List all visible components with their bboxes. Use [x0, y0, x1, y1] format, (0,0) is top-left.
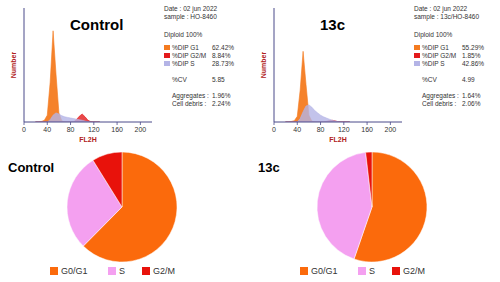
note-value: 2.24%: [212, 100, 231, 107]
x-tick: [140, 122, 141, 125]
x-tick: [367, 122, 368, 125]
pie-slice: [366, 152, 372, 207]
legend-swatch: [414, 45, 420, 50]
y-axis: [24, 8, 25, 122]
y-axis-label: Number: [260, 52, 267, 79]
x-tick-label: 0: [22, 126, 26, 133]
y-axis-label: Number: [10, 52, 17, 79]
info-text: Diploid 100%: [164, 31, 203, 39]
info-text: Date : 02 jun 2022: [164, 5, 218, 13]
x-axis: [274, 122, 402, 123]
y-axis: [274, 8, 275, 122]
x-tick-label: 0: [272, 126, 276, 133]
stat-value: 42.86%: [462, 60, 484, 67]
plot-area: [286, 51, 350, 122]
legend-label: S: [119, 266, 125, 276]
x-tick-label: 200: [385, 126, 397, 133]
legend-label: %DIP S: [422, 60, 445, 67]
panel-title: 13c: [320, 16, 345, 33]
x-tick-label: 40: [43, 126, 51, 133]
legend-label: G0/G1: [61, 266, 88, 276]
pie-title: Control: [8, 160, 54, 175]
panel-title: Control: [70, 16, 123, 33]
info-text: sample : HO-8460: [164, 13, 217, 21]
note-label: Cell debris :: [422, 100, 457, 107]
legend-label: %DIP G1: [422, 44, 449, 51]
background: [0, 0, 500, 282]
x-tick-label: 40: [293, 126, 301, 133]
histogram-panel: 0 40 80 120 160 200 FL2H Number 13c Date : 02 jun…: [260, 5, 484, 143]
legend-swatch: [164, 61, 170, 66]
x-tick-label: 160: [361, 126, 373, 133]
note-label: Aggregates :: [172, 92, 209, 100]
note-label: %CV: [172, 76, 187, 83]
pie-title: 13c: [258, 160, 280, 175]
note-value: 1.96%: [212, 92, 231, 99]
note-label: Aggregates :: [422, 92, 459, 100]
x-tick-label: 120: [88, 126, 100, 133]
note-value: 1.64%: [462, 92, 481, 99]
x-tick: [24, 122, 25, 125]
info-text: sample : 13c/HO-8460: [414, 13, 479, 21]
pie-panel: 13c G0/G1 S G2/M: [258, 152, 427, 276]
x-axis-label: FL2H: [79, 136, 97, 143]
legend-label: G2/M: [403, 266, 425, 276]
histogram-panel: 0 40 80 120 160 200 FL2H Number Control Date : 02…: [10, 5, 234, 143]
stat-value: 8.84%: [212, 52, 231, 59]
plot-area: [36, 31, 100, 122]
pie-panel: Control G0/G1 S G2/M: [8, 152, 177, 276]
legend-label: %DIP G1: [172, 44, 199, 51]
note-label: %CV: [422, 76, 437, 83]
x-tick: [70, 122, 71, 125]
legend-swatch: [164, 45, 170, 50]
x-tick: [343, 122, 344, 125]
legend-swatch: [50, 267, 58, 275]
x-tick-label: 80: [317, 126, 325, 133]
histogram-area: [36, 31, 100, 122]
info-text: Diploid 100%: [414, 31, 453, 39]
legend-label: S: [369, 266, 375, 276]
stat-value: 1.85%: [462, 52, 481, 59]
legend-swatch: [414, 53, 420, 58]
x-tick: [274, 122, 275, 125]
stat-value: 62.42%: [212, 44, 234, 51]
stat-value: 28.73%: [212, 60, 234, 67]
figure: 0 40 80 120 160 200 FL2H Number Control Date : 02…: [0, 0, 500, 282]
x-tick-label: 120: [338, 126, 350, 133]
x-tick: [390, 122, 391, 125]
note-value: 4.99: [462, 76, 475, 83]
legend-swatch: [164, 53, 170, 58]
legend-label: %DIP G2/M: [422, 52, 456, 59]
legend-swatch: [108, 267, 116, 275]
legend-label: %DIP G2/M: [172, 52, 206, 59]
x-tick: [117, 122, 118, 125]
legend-swatch: [142, 267, 150, 275]
legend-swatch: [358, 267, 366, 275]
stat-value: 55.29%: [462, 44, 484, 51]
x-tick: [297, 122, 298, 125]
x-tick-label: 200: [135, 126, 147, 133]
histogram-area: [286, 105, 350, 122]
x-tick-label: 80: [67, 126, 75, 133]
x-tick: [320, 122, 321, 125]
note-value: 2.06%: [462, 100, 481, 107]
legend-label: G0/G1: [311, 266, 338, 276]
legend-label: G2/M: [153, 266, 175, 276]
legend-swatch: [414, 61, 420, 66]
histogram-area: [36, 113, 100, 122]
pie-slice: [317, 152, 372, 259]
pie-slice: [93, 152, 122, 207]
info-text: Date : 02 jun 2022: [414, 5, 468, 13]
x-tick-label: 160: [111, 126, 123, 133]
histogram-area: [286, 51, 350, 122]
note-value: 5.85: [212, 76, 225, 83]
note-label: Cell debris :: [172, 100, 207, 107]
x-tick: [47, 122, 48, 125]
x-axis-label: FL2H: [329, 136, 347, 143]
legend-swatch: [300, 267, 308, 275]
x-axis: [24, 122, 152, 123]
legend-label: %DIP S: [172, 60, 195, 67]
legend-swatch: [392, 267, 400, 275]
x-tick: [93, 122, 94, 125]
